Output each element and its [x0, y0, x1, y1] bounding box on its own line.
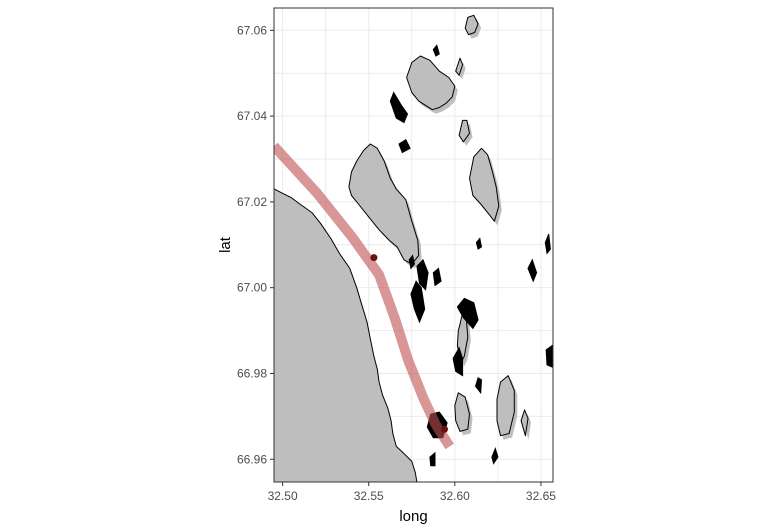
y-axis-title: lat	[217, 236, 234, 253]
y-tick-label: 67.06	[237, 23, 267, 37]
y-tick-label: 67.00	[237, 281, 267, 295]
land-east-island	[469, 147, 500, 222]
rock-polygon	[429, 451, 436, 467]
land-mainland	[274, 188, 418, 482]
rock-polygon	[432, 44, 440, 57]
rock-polygon	[527, 258, 538, 283]
x-tick-label: 32.65	[526, 489, 556, 503]
rock-polygon	[474, 377, 483, 395]
land-islet-south-east	[520, 409, 529, 437]
y-tick-label: 67.04	[237, 109, 267, 123]
land-large-island	[348, 143, 420, 265]
land-shadow-islet-north-2	[458, 62, 466, 80]
x-axis-title: long	[399, 508, 427, 525]
x-axis-ticks: 32.50 32.55 32.60 32.65	[268, 482, 556, 503]
route-layer	[274, 142, 454, 450]
rock-polygon	[432, 267, 442, 287]
land-northern-island	[406, 55, 456, 111]
x-tick-label: 32.60	[440, 489, 470, 503]
route-waypoint	[370, 254, 378, 262]
land-islet-mid	[458, 119, 470, 143]
rock-polygon	[475, 237, 483, 250]
y-axis-ticks: 66.96 66.98 67.00 67.02 67.04 67.06	[237, 23, 274, 466]
rock-polygon	[410, 280, 426, 324]
x-tick-label: 32.50	[268, 489, 298, 503]
rock-polygon	[408, 254, 415, 270]
rock-polygon	[398, 138, 411, 154]
rock-polygon	[544, 233, 551, 255]
rock-polygon	[416, 258, 429, 291]
rock-polygon	[545, 344, 553, 368]
land-polygons	[274, 14, 529, 482]
x-tick-label: 32.55	[354, 489, 384, 503]
y-tick-label: 67.02	[237, 195, 267, 209]
land-south-island	[454, 392, 470, 432]
plot-panel-border	[273, 7, 554, 483]
land-islet-north-1	[464, 14, 479, 36]
rock-polygon	[452, 346, 464, 377]
land-southeast-island	[496, 375, 515, 437]
y-tick-label: 66.98	[237, 366, 267, 380]
rock-polygon	[389, 91, 409, 124]
route-line	[274, 142, 454, 450]
y-tick-label: 66.96	[237, 452, 267, 466]
rock-polygon	[491, 446, 499, 465]
land-islet-north-2	[455, 57, 464, 76]
route-waypoint	[441, 425, 448, 433]
rock-polygon	[456, 297, 479, 330]
